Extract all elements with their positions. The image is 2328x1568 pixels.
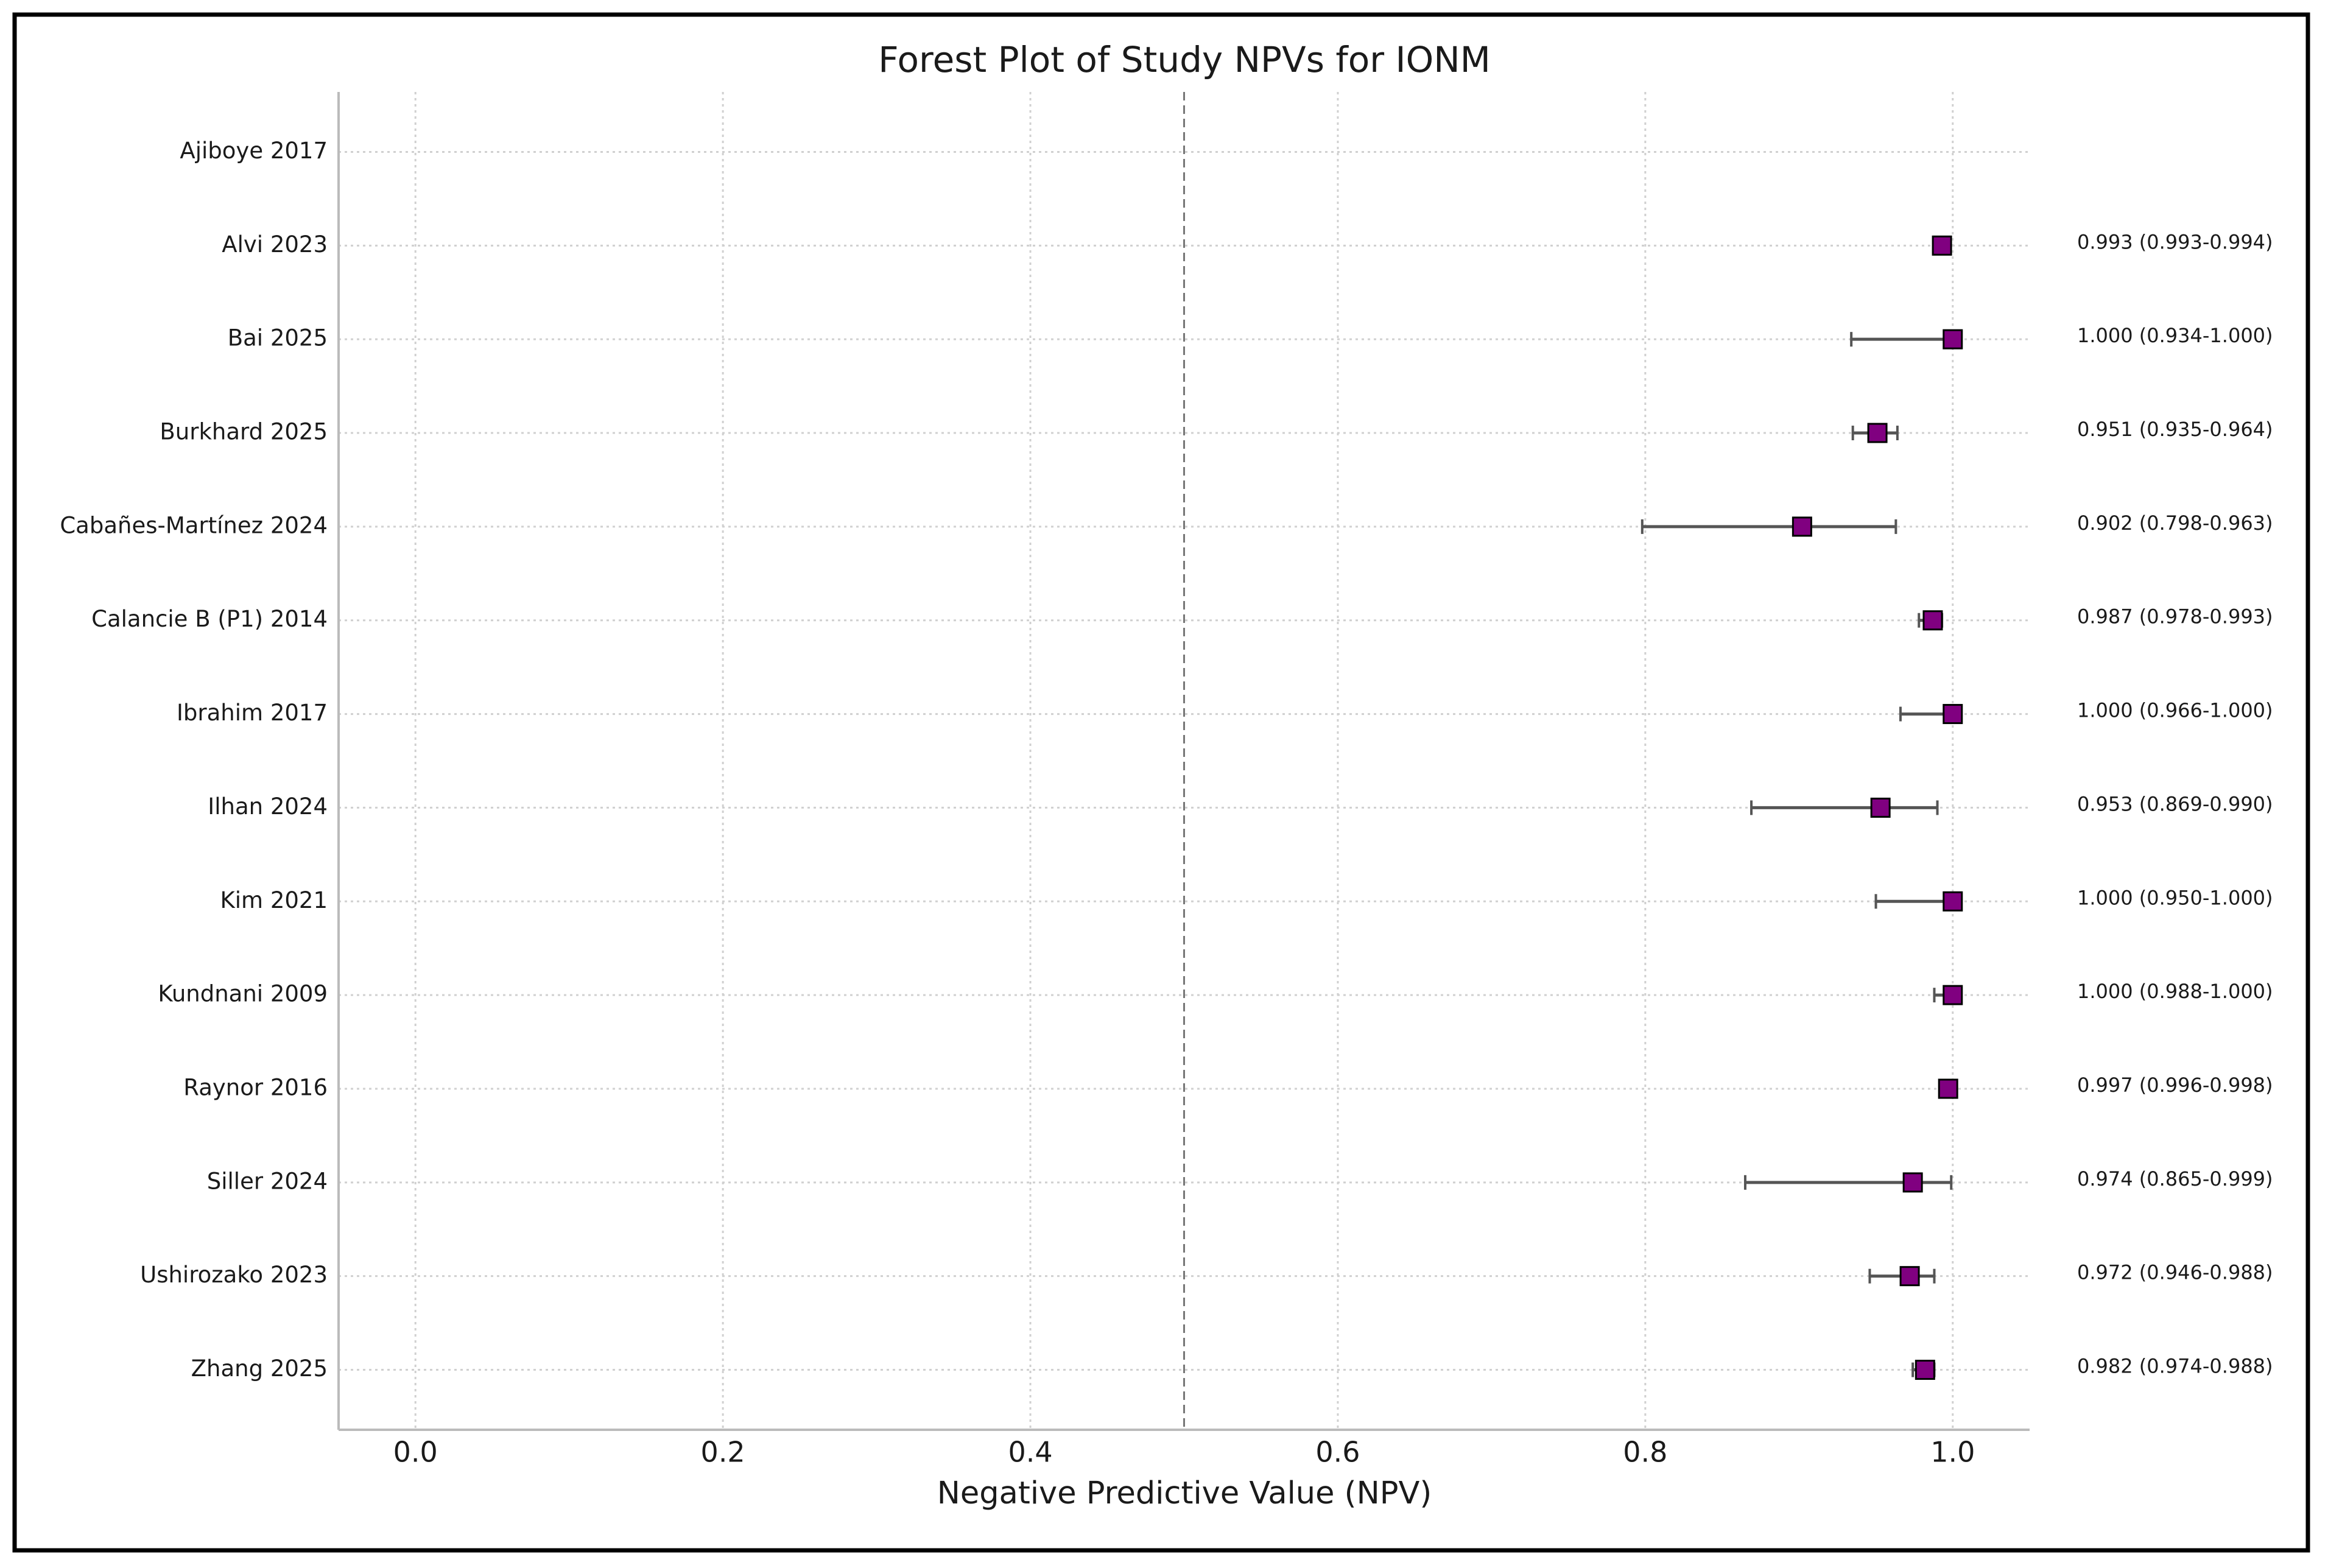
y-tick-label: Kim 2021 [220,887,328,913]
y-tick-label: Ilhan 2024 [208,793,328,820]
x-tick-label: 0.2 [701,1436,745,1469]
y-tick-label: Cabañes-Martínez 2024 [60,512,328,538]
y-tick-label: Ibrahim 2017 [177,700,328,726]
value-label: 0.951 (0.935-0.964) [2077,418,2273,441]
value-label: 0.993 (0.993-0.994) [2077,230,2273,253]
value-label: 0.974 (0.865-0.999) [2077,1167,2273,1190]
value-label: 0.972 (0.946-0.988) [2077,1261,2273,1284]
y-tick-label: Burkhard 2025 [160,419,328,445]
point-marker [1938,1078,1958,1099]
point-marker [1899,1266,1920,1287]
point-marker [1932,235,1952,256]
value-label: 1.000 (0.950-1.000) [2077,886,2273,909]
value-label: 0.997 (0.996-0.998) [2077,1074,2273,1097]
point-marker [1922,610,1943,631]
point-marker [1943,985,1963,1005]
x-axis-label: Negative Predictive Value (NPV) [937,1475,1432,1511]
point-marker [1792,516,1812,537]
value-label: 1.000 (0.966-1.000) [2077,699,2273,722]
value-label: 0.953 (0.869-0.990) [2077,792,2273,815]
value-label: 0.987 (0.978-0.993) [2077,605,2273,628]
x-tick-label: 0.8 [1623,1436,1667,1469]
point-marker [1915,1360,1935,1380]
y-tick-label: Raynor 2016 [183,1074,328,1100]
value-label: 1.000 (0.988-1.000) [2077,980,2273,1003]
y-tick-label: Ushirozako 2023 [140,1262,328,1288]
point-marker [1867,423,1888,443]
y-tick-label: Alvi 2023 [222,231,328,258]
frame [12,12,2310,1553]
value-label: 0.982 (0.974-0.988) [2077,1355,2273,1378]
x-tick-label: 1.0 [1930,1436,1975,1469]
point-marker [1943,704,1963,725]
point-marker [1902,1172,1923,1193]
point-marker [1943,329,1963,350]
x-tick-label: 0.0 [393,1436,438,1469]
chart-title: Forest Plot of Study NPVs for IONM [878,39,1490,80]
point-marker [1943,891,1963,912]
y-tick-label: Siller 2024 [207,1168,328,1194]
y-tick-label: Calancie B (P1) 2014 [91,606,328,632]
point-marker [1870,797,1891,818]
x-tick-label: 0.4 [1008,1436,1052,1469]
y-tick-label: Kundnani 2009 [158,981,328,1007]
y-tick-label: Bai 2025 [228,325,328,351]
y-tick-label: Zhang 2025 [191,1355,328,1382]
y-tick-label: Ajiboye 2017 [180,138,328,164]
x-tick-label: 0.6 [1315,1436,1360,1469]
value-label: 1.000 (0.934-1.000) [2077,324,2273,347]
value-label: 0.902 (0.798-0.963) [2077,512,2273,535]
